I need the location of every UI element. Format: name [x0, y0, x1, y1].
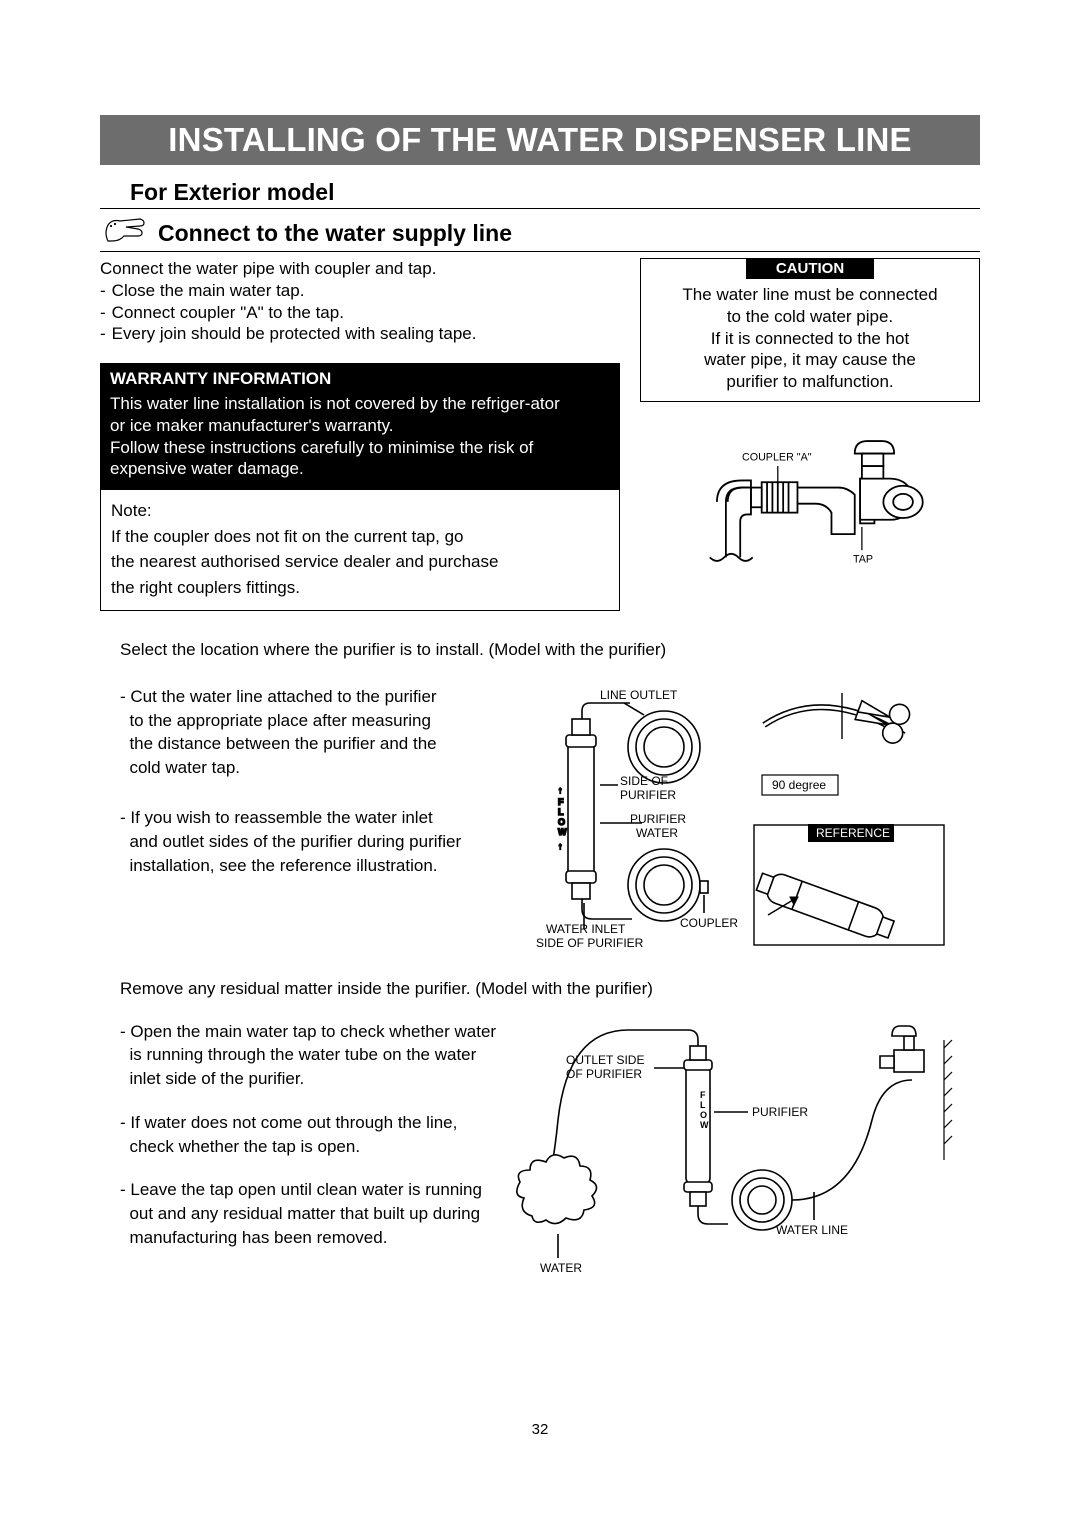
list-item: Every join should be protected with seal…: [112, 323, 477, 345]
svg-text:L: L: [700, 1100, 706, 1110]
list-item: Close the main water tap.: [112, 280, 305, 302]
note-line: If the coupler does not fit on the curre…: [111, 527, 464, 546]
svg-text:F: F: [700, 1090, 706, 1100]
caution-title: CAUTION: [746, 258, 874, 279]
svg-text:WATER: WATER: [636, 826, 678, 840]
purifier-diagram: ↑ F L O W ↑ LINE OUTLET SIDE: [524, 685, 980, 970]
note-title: Note:: [111, 501, 152, 520]
caution-line: The water line must be connected: [682, 285, 937, 304]
svg-text:PURIFIER: PURIFIER: [752, 1105, 808, 1119]
flush-diagram: F L O W OUTLET SIDE OF PURIFIER PURIFIER…: [514, 1020, 980, 1285]
note-box: Note: If the coupler does not fit on the…: [100, 490, 620, 611]
svg-text:LINE OUTLET: LINE OUTLET: [600, 688, 678, 702]
tap-diagram: COUPLER "A" TAP: [640, 416, 980, 591]
svg-text:L: L: [558, 807, 564, 817]
svg-text:↑: ↑: [558, 841, 563, 851]
svg-text:OF PURIFIER: OF PURIFIER: [566, 1067, 642, 1081]
svg-text:O: O: [558, 817, 565, 827]
svg-text:SIDE OF PURIFIER: SIDE OF PURIFIER: [536, 936, 644, 950]
svg-text:REFERENCE: REFERENCE: [816, 826, 890, 840]
list-item: Connect coupler "A" to the tap.: [112, 302, 344, 324]
svg-text:WATER INLET: WATER INLET: [546, 922, 626, 936]
svg-text:WATER LINE: WATER LINE: [776, 1223, 848, 1237]
pointing-hand-icon: [102, 211, 146, 245]
svg-text:PURIFIER: PURIFIER: [620, 788, 676, 802]
section-title: Connect to the water supply line: [158, 220, 512, 247]
svg-text:↑: ↑: [558, 785, 563, 795]
diagram-label: COUPLER "A": [742, 451, 812, 463]
note-line: the nearest authorised service dealer an…: [111, 552, 498, 571]
diagram-label: TAP: [853, 553, 873, 565]
intro-list: -Close the main water tap. -Connect coup…: [100, 280, 620, 345]
intro-lead: Connect the water pipe with coupler and …: [100, 258, 620, 280]
sec3-paragraph: - Leave the tap open until clean water i…: [120, 1178, 500, 1249]
sec3-paragraph: - If water does not come out through the…: [120, 1111, 500, 1159]
svg-text:PURIFIER: PURIFIER: [630, 812, 686, 826]
svg-text:F: F: [558, 797, 564, 807]
sec2-paragraph: - Cut the water line attached to the pur…: [120, 685, 510, 780]
warranty-box: WARRANTY INFORMATION This water line ins…: [100, 363, 620, 490]
caution-line: If it is connected to the hot: [711, 329, 909, 348]
divider: [100, 251, 980, 252]
caution-line: water pipe, it may cause the: [704, 350, 916, 369]
sec3-paragraph: - Open the main water tap to check wheth…: [120, 1020, 500, 1091]
svg-text:W: W: [700, 1120, 709, 1130]
warranty-line: Follow these instructions carefully to m…: [110, 438, 533, 457]
warranty-line: This water line installation is not cove…: [110, 394, 560, 413]
caution-line: to the cold water pipe.: [727, 307, 893, 326]
warranty-title: WARRANTY INFORMATION: [110, 369, 610, 389]
page-banner: INSTALLING OF THE WATER DISPENSER LINE: [100, 115, 980, 165]
svg-text:O: O: [700, 1110, 707, 1120]
subtitle: For Exterior model: [130, 179, 980, 206]
svg-text:SIDE OF: SIDE OF: [620, 774, 668, 788]
warranty-line: expensive water damage.: [110, 459, 304, 478]
sec3-intro: Remove any residual matter inside the pu…: [120, 978, 980, 1000]
warranty-line: or ice maker manufacturer's warranty.: [110, 416, 394, 435]
svg-text:OUTLET SIDE: OUTLET SIDE: [566, 1053, 644, 1067]
caution-line: purifier to malfunction.: [726, 372, 893, 391]
note-line: the right couplers fittings.: [111, 578, 300, 597]
sec2-paragraph: - If you wish to reassemble the water in…: [120, 806, 510, 877]
page-number: 32: [0, 1421, 1080, 1438]
divider: [100, 208, 980, 209]
svg-text:90 degree: 90 degree: [772, 778, 826, 792]
svg-text:COUPLER: COUPLER: [680, 916, 738, 930]
svg-text:WATER: WATER: [540, 1261, 582, 1275]
sec2-intro: Select the location where the purifier i…: [120, 639, 980, 661]
svg-text:W: W: [558, 827, 567, 837]
caution-box: CAUTION The water line must be connected…: [640, 258, 980, 402]
